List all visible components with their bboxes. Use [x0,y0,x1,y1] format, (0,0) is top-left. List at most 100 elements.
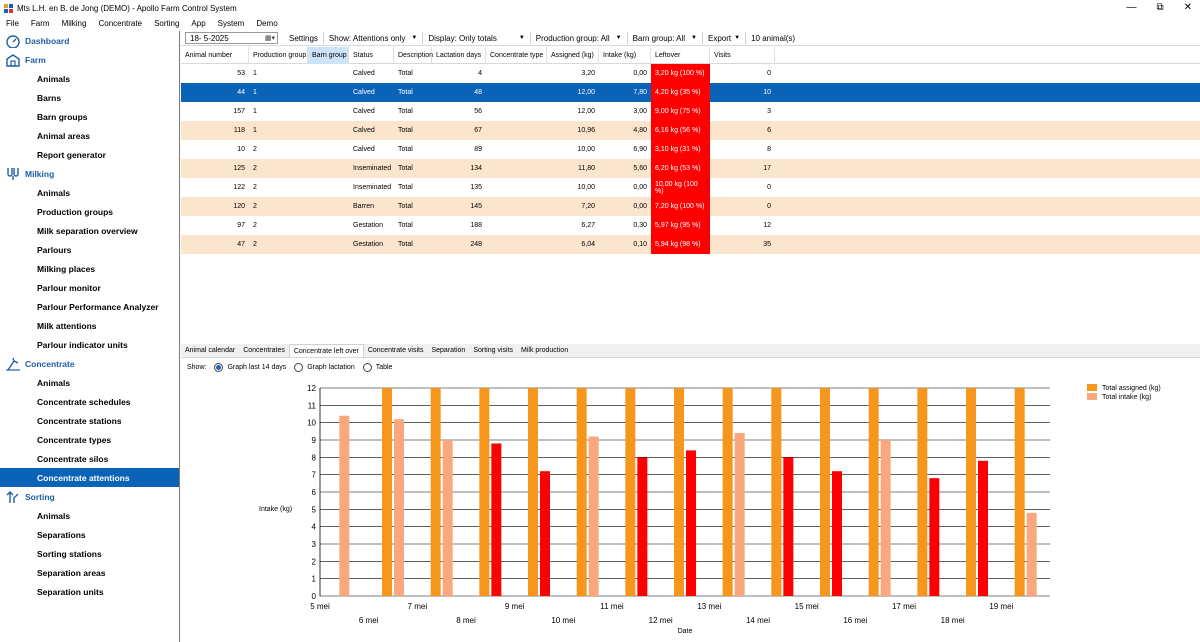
tab-sorting-visits[interactable]: Sorting visits [473,347,514,354]
settings-button[interactable]: Settings [284,32,323,44]
barn-group-dropdown[interactable]: Barn group: All ▼ [626,32,702,44]
sidebar-item-sorting-animals[interactable]: Animals [37,510,71,521]
table-row[interactable]: 125 2 Inseminated Total 134 11,80 5,60 6,20 kg … [181,159,1200,178]
sidebar-item-farm-animals[interactable]: Animals [37,73,71,84]
sidebar-item-parlour-performance-analyzer[interactable]: Parlour Performance Analyzer [37,301,159,312]
sidebar-section-farm[interactable]: Farm [0,50,179,69]
tab-concentrate-visits[interactable]: Concentrate visits [367,347,424,354]
table-cell [308,121,349,140]
sidebar-item-barn-groups[interactable]: Barn groups [37,111,88,122]
sidebar-item-barns[interactable]: Barns [37,92,62,103]
menu-system[interactable]: System [217,18,245,28]
radio-graph-lactation[interactable]: Graph lactation [294,363,355,372]
radio-table[interactable]: Table [362,363,392,372]
minimize-icon[interactable]: — [1126,2,1137,13]
sidebar-item-milking-animals[interactable]: Animals [37,187,71,198]
sidebar-item-separation-areas[interactable]: Separation areas [37,567,106,578]
table-row[interactable]: 10 2 Calved Total 89 10,00 6,90 3,10 kg (31 %) 8 [181,140,1200,159]
tab-concentrates[interactable]: Concentrates [243,347,285,354]
column-header[interactable]: Visits [710,46,775,64]
show-dropdown[interactable]: Show: Attentions only ▼ [322,32,422,44]
table-row[interactable]: 53 1 Calved Total 4 3,20 0,00 3,20 kg (100 %) 0 [181,64,1200,83]
bar-total-assigned [528,388,538,596]
x-tick-label: 12 mei [649,616,673,625]
table-cell: 10,00 kg (100 %) [651,178,710,197]
menu-farm[interactable]: Farm [30,18,50,28]
tab-milk-production[interactable]: Milk production [521,347,569,354]
sidebar-item-separations[interactable]: Separations [37,529,86,540]
display-dropdown[interactable]: Display: Only totals ▼ [422,32,529,44]
sidebar-item-production-groups[interactable]: Production groups [37,206,114,217]
table-cell [308,159,349,178]
menu-concentrate[interactable]: Concentrate [98,18,143,28]
column-header[interactable]: Lactation days [432,46,486,64]
table-cell: Total [398,127,413,134]
sidebar-item-concentrate-attentions[interactable]: Concentrate attentions [0,468,179,487]
date-picker[interactable]: 18- 5-2025 ▦▾ [185,32,278,44]
sidebar-item-milk-separation-overview[interactable]: Milk separation overview [37,225,138,236]
sidebar-item-report-generator[interactable]: Report generator [37,149,106,160]
radio-dot [214,363,224,372]
bar-total-assigned [674,388,684,596]
menu-sorting[interactable]: Sorting [154,18,180,28]
table-cell: 47 [237,241,245,248]
sidebar-section-dashboard[interactable]: Dashboard [0,31,179,50]
table-cell: 10 [763,89,771,96]
sidebar-item-concentrate-types[interactable]: Concentrate types [37,434,112,445]
column-header[interactable]: Production group [249,46,308,64]
x-tick-label: 17 mei [892,602,916,611]
menu-file[interactable]: File [6,18,19,28]
close-icon[interactable]: ✕ [1183,2,1192,13]
sidebar-section-sorting[interactable]: Sorting [0,487,179,506]
sidebar-item-concentrate-schedules[interactable]: Concentrate schedules [37,396,131,407]
column-header[interactable]: Description [394,46,433,64]
sidebar-item-animal-areas[interactable]: Animal areas [37,130,90,141]
export-dropdown[interactable]: Export ▼ [702,32,745,44]
column-header[interactable]: Assigned (kg) [547,46,599,64]
table-cell [486,178,547,197]
bar-total-intake [1026,512,1037,596]
table-row[interactable]: 157 1 Calved Total 56 12,00 3,00 9,00 kg (75 %)… [181,102,1200,121]
column-header[interactable]: Leftover [651,46,710,64]
sidebar-item-milk-attentions[interactable]: Milk attentions [37,320,97,331]
date-value: 18- 5-2025 [190,33,229,43]
sidebar-item-parlours[interactable]: Parlours [37,244,72,255]
sidebar-item-parlour-indicator-units[interactable]: Parlour indicator units [37,339,128,350]
sidebar-item-sorting-stations[interactable]: Sorting stations [37,548,102,559]
maximize-icon[interactable]: ⧉ [1156,2,1164,13]
x-tick-label: 15 mei [795,602,819,611]
menu-app[interactable]: App [191,18,206,28]
sidebar-item-concentrate-silos[interactable]: Concentrate silos [37,453,109,464]
sidebar-item-concentrate-stations[interactable]: Concentrate stations [37,415,122,426]
production-group-dropdown[interactable]: Production group: All ▼ [529,32,627,44]
tab-separation[interactable]: Separation [431,347,466,354]
sidebar-item-concentrate-animals[interactable]: Animals [37,377,71,388]
table-row[interactable]: 122 2 Inseminated Total 135 10,00 0,00 10,00 kg… [181,178,1200,197]
radio-graph-last-14-days[interactable]: Graph last 14 days [214,363,286,372]
bar-total-assigned [430,388,441,596]
sidebar-item-parlour-monitor[interactable]: Parlour monitor [37,282,101,293]
menu-demo[interactable]: Demo [256,18,278,28]
tab-animal-calendar[interactable]: Animal calendar [185,347,236,354]
calendar-icon[interactable]: ▦▾ [264,35,276,42]
column-header[interactable]: Intake (kg) [599,46,651,64]
table-row[interactable]: 120 2 Barren Total 145 7,20 0,00 7,20 kg (100 %… [181,197,1200,216]
menu-milking[interactable]: Milking [61,18,87,28]
column-header[interactable]: Status [349,46,394,64]
column-header[interactable]: Concentrate type [486,46,547,64]
sidebar-item-milking-places[interactable]: Milking places [37,263,96,274]
sidebar-section-concentrate[interactable]: Concentrate [0,354,179,373]
tab-concentrate-left-over[interactable]: Concentrate left over [288,344,364,357]
table-row[interactable]: 44 1 Calved Total 48 12,00 7,80 4,20 kg (35 %) 1… [181,83,1200,102]
table-row[interactable]: 97 2 Gestation Total 188 6,27 0,30 5,97 kg (95 … [181,216,1200,235]
table-cell: 2 [253,165,257,172]
sidebar-item-separation-units[interactable]: Separation units [37,586,104,597]
table-row[interactable]: 118 1 Calved Total 67 10,96 4,80 6,16 kg (56 %)… [181,121,1200,140]
feed-icon [5,357,21,371]
sidebar-section-milking[interactable]: Milking [0,164,179,183]
column-header[interactable]: Barn group [308,46,349,64]
column-header[interactable]: Animal number [181,46,249,64]
table-cell: 134 [470,165,482,172]
table-row[interactable]: 47 2 Gestation Total 248 6,04 0,10 5,94 kg (98 … [181,235,1200,254]
bar-total-assigned [1014,388,1025,596]
